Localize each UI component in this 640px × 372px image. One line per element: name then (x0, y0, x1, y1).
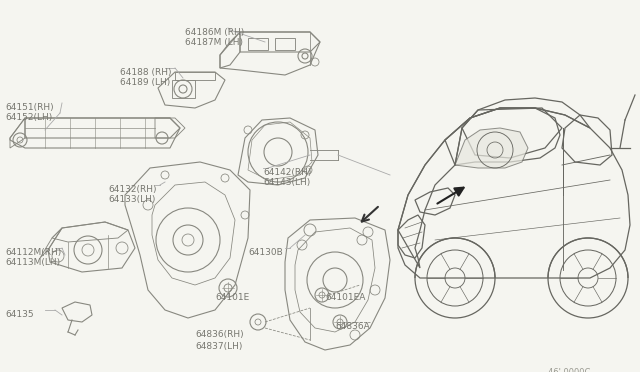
Text: 64133(LH): 64133(LH) (108, 195, 156, 204)
Text: 64836A: 64836A (335, 322, 370, 331)
Text: 64135: 64135 (5, 310, 34, 319)
Text: 64132(RH): 64132(RH) (108, 185, 157, 194)
Text: 64152(LH): 64152(LH) (5, 113, 52, 122)
Text: 64113M(LH): 64113M(LH) (5, 258, 60, 267)
Text: 64101E: 64101E (215, 293, 249, 302)
Text: 64836(RH): 64836(RH) (195, 330, 244, 339)
Text: 64101EA: 64101EA (325, 293, 365, 302)
Text: 64151(RH): 64151(RH) (5, 103, 54, 112)
Text: 64187M (LH): 64187M (LH) (185, 38, 243, 47)
Text: 64186M (RH): 64186M (RH) (185, 28, 244, 37)
Text: 64188 (RH): 64188 (RH) (120, 68, 172, 77)
Text: 64143(LH): 64143(LH) (263, 178, 310, 187)
Polygon shape (455, 128, 528, 168)
Text: 64112M(RH): 64112M(RH) (5, 248, 61, 257)
Text: 64837(LH): 64837(LH) (195, 342, 243, 351)
Text: 64189 (LH): 64189 (LH) (120, 78, 170, 87)
Text: 64130B: 64130B (248, 248, 283, 257)
Text: 46' 0000C: 46' 0000C (548, 368, 590, 372)
Text: 64142(RH): 64142(RH) (263, 168, 312, 177)
